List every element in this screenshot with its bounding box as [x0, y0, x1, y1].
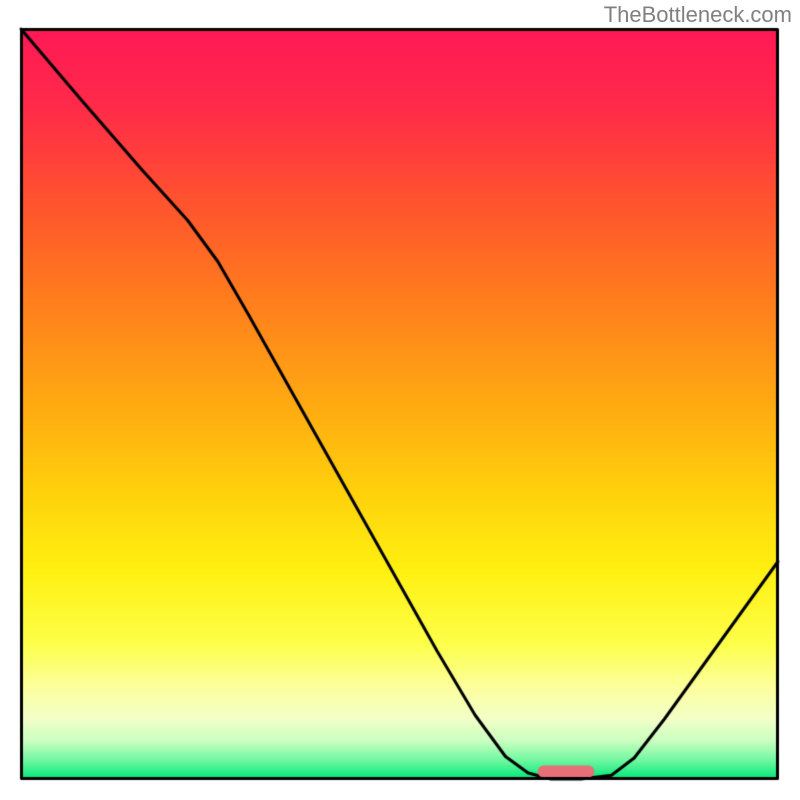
- bottleneck-chart: [0, 0, 800, 800]
- chart-container: TheBottleneck.com: [0, 0, 800, 800]
- watermark-text: TheBottleneck.com: [604, 2, 792, 28]
